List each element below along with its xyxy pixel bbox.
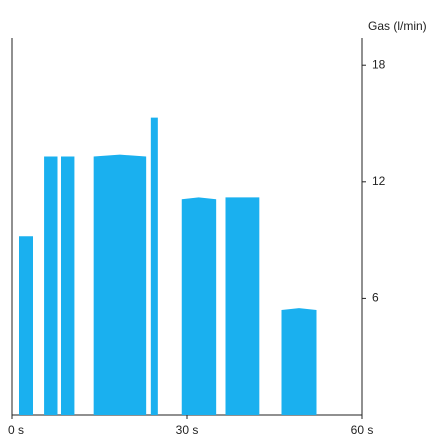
area-segment	[150, 117, 158, 415]
y-tick-label: 6	[372, 291, 379, 305]
area-segment	[44, 156, 58, 415]
area-segment	[281, 308, 317, 415]
x-tick-label: 30 s	[176, 423, 199, 437]
y-tick-label: 12	[372, 174, 386, 188]
y-axis-label: Gas (l/min)	[368, 19, 427, 33]
area-segment	[181, 197, 217, 415]
area-segment	[225, 197, 260, 415]
area-segment	[61, 156, 75, 415]
area-segment	[19, 236, 33, 415]
x-tick-label: 60 s	[351, 423, 374, 437]
y-tick-label: 18	[372, 57, 386, 71]
area-segment	[93, 154, 147, 415]
x-tick-label: 0 s	[8, 423, 24, 437]
